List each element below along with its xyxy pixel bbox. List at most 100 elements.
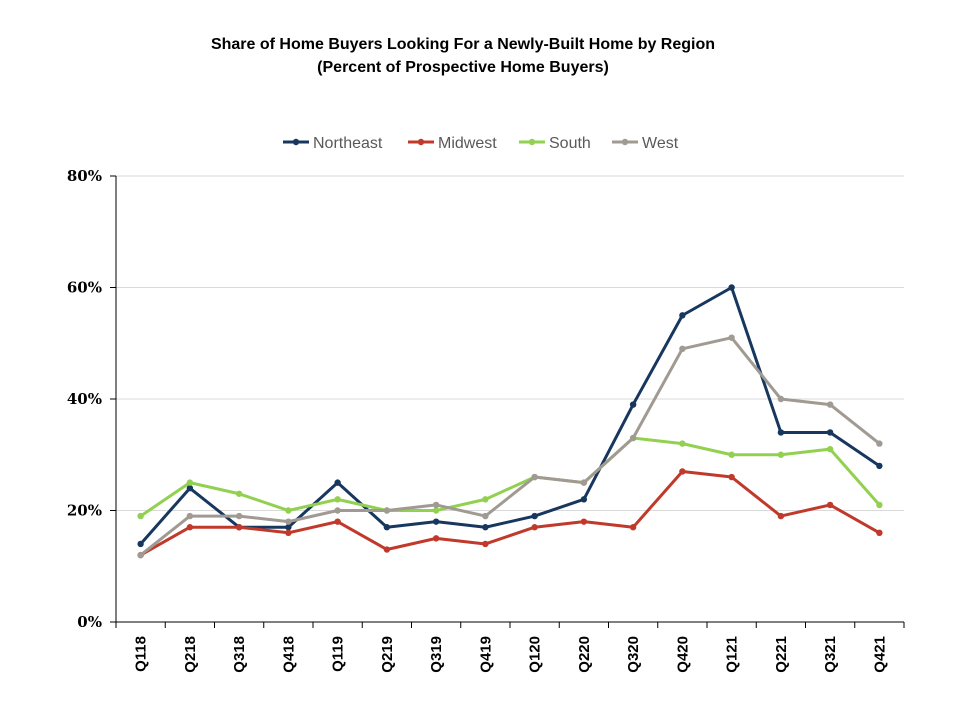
data-point xyxy=(580,496,588,503)
data-point xyxy=(531,473,538,481)
legend-marker xyxy=(528,138,536,146)
y-tick-label: 60% xyxy=(67,279,102,297)
data-point xyxy=(482,496,489,503)
data-point xyxy=(777,512,785,520)
data-point xyxy=(432,518,440,525)
legend-item-south: South xyxy=(519,135,591,152)
data-point xyxy=(876,501,883,509)
data-point xyxy=(186,524,194,531)
data-point xyxy=(334,479,341,486)
x-tick-label: Q119 xyxy=(330,636,347,672)
data-point xyxy=(334,507,341,514)
data-point xyxy=(137,551,144,559)
data-point xyxy=(285,518,292,525)
chart-title: Share of Home Buyers Looking For a Newly… xyxy=(211,36,715,53)
data-point xyxy=(482,540,489,548)
data-point xyxy=(777,429,785,436)
legend-item-west: West xyxy=(612,135,679,152)
x-tick-label: Q318 xyxy=(231,636,248,673)
data-point xyxy=(679,440,686,447)
legend-label: South xyxy=(549,135,591,152)
data-point xyxy=(580,479,588,486)
y-tick-label: 0% xyxy=(77,613,102,631)
data-point xyxy=(826,445,834,453)
data-point xyxy=(432,535,440,542)
legend-marker xyxy=(417,138,425,146)
x-tick-label: Q418 xyxy=(280,636,297,673)
data-point xyxy=(531,524,538,531)
legend-item-northeast: Northeast xyxy=(283,135,383,152)
data-point xyxy=(679,345,686,353)
data-point xyxy=(531,512,538,520)
gridlines xyxy=(116,175,904,511)
x-tick-label: Q220 xyxy=(576,636,593,673)
x-tick-label: Q421 xyxy=(871,636,888,673)
data-point xyxy=(826,429,834,436)
data-point xyxy=(876,462,883,470)
data-point xyxy=(137,540,144,548)
data-point xyxy=(285,507,292,514)
data-point xyxy=(383,546,391,553)
legend-label: West xyxy=(642,135,679,152)
x-tick-label: Q218 xyxy=(182,636,199,673)
chart-subtitle: (Percent of Prospective Home Buyers) xyxy=(317,59,609,76)
series-line xyxy=(139,469,881,557)
data-point xyxy=(580,518,588,525)
x-tick-label: Q121 xyxy=(724,636,741,673)
legend-label: Northeast xyxy=(313,135,383,152)
data-point xyxy=(383,507,391,514)
data-point xyxy=(235,490,243,497)
legend: Northeast Midwest South West xyxy=(283,135,679,152)
x-tick-label: Q120 xyxy=(527,636,544,673)
data-point xyxy=(285,529,292,536)
data-point xyxy=(334,518,341,525)
data-point xyxy=(186,485,194,492)
y-tick-label: 80% xyxy=(67,167,102,185)
legend-marker xyxy=(621,138,629,146)
data-point xyxy=(629,401,637,408)
data-point xyxy=(235,512,243,520)
x-tick-label: Q320 xyxy=(625,636,642,673)
legend-marker xyxy=(292,138,300,146)
x-tick-label: Q321 xyxy=(822,636,839,673)
series-west xyxy=(137,334,883,559)
data-point xyxy=(679,468,686,475)
data-point xyxy=(777,395,785,403)
data-point xyxy=(728,334,735,341)
data-point xyxy=(383,524,391,531)
x-tick-label: Q420 xyxy=(674,636,691,673)
x-axis-ticks: Q118 Q218 Q318 Q418 Q119 Q219 Q319 Q419 Q120 Q220… xyxy=(115,622,905,673)
data-point xyxy=(334,496,341,503)
series-lines xyxy=(137,284,883,559)
y-axis-ticks: 0% 20% 40% 60% 80% xyxy=(67,167,116,631)
data-point xyxy=(826,401,834,408)
legend-label: Midwest xyxy=(438,135,497,152)
data-point xyxy=(186,512,194,520)
series-midwest xyxy=(137,468,883,559)
x-tick-label: Q319 xyxy=(428,636,445,673)
data-point xyxy=(728,473,735,481)
data-point xyxy=(777,451,785,458)
data-point xyxy=(432,501,440,509)
data-point xyxy=(186,479,194,486)
data-point xyxy=(482,524,489,531)
series-line xyxy=(139,436,881,518)
data-point xyxy=(235,524,243,531)
data-point xyxy=(728,284,735,291)
series-line xyxy=(139,286,881,545)
x-tick-label: Q118 xyxy=(133,636,150,672)
x-tick-label: Q221 xyxy=(773,636,790,673)
data-point xyxy=(876,440,883,447)
y-tick-label: 20% xyxy=(67,502,102,520)
data-point xyxy=(728,451,735,458)
data-point xyxy=(629,524,637,531)
data-point xyxy=(876,529,883,536)
data-point xyxy=(432,507,440,514)
y-tick-label: 40% xyxy=(67,390,102,408)
data-point xyxy=(826,501,834,509)
series-line xyxy=(139,336,881,557)
data-point xyxy=(482,512,489,520)
data-point xyxy=(679,312,686,319)
x-tick-label: Q219 xyxy=(379,636,396,673)
